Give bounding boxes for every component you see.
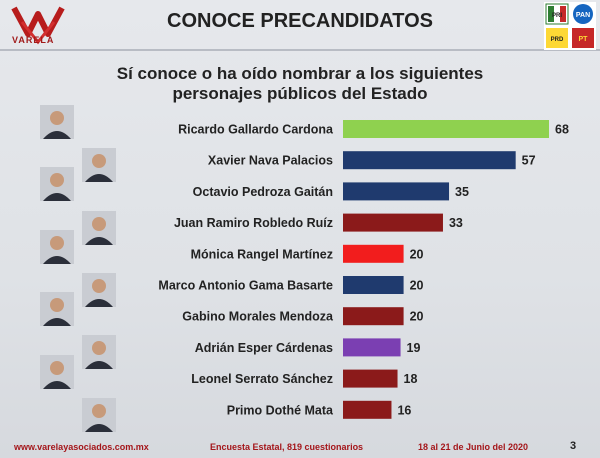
header-divider <box>0 49 600 51</box>
category-label: Mónica Rangel Martínez <box>191 247 333 261</box>
data-label: 57 <box>522 154 536 168</box>
footer-dates: 18 al 21 de Junio del 2020 <box>418 442 529 452</box>
logo-text: VARELA <box>12 35 55 45</box>
bar <box>343 151 516 170</box>
data-label: 20 <box>410 279 424 293</box>
category-label: Gabino Morales Mendoza <box>182 310 334 324</box>
pan-logo-label: PAN <box>576 12 590 19</box>
candidate-photo <box>82 273 116 307</box>
candidate-photo <box>82 335 116 370</box>
category-label: Juan Ramiro Robledo Ruíz <box>174 216 333 230</box>
bar <box>343 213 443 232</box>
varela-logo <box>11 6 65 45</box>
candidate-photo <box>40 354 74 389</box>
chart-title-line-2: personajes públicos del Estado <box>172 84 428 103</box>
candidate-photo <box>82 210 116 245</box>
candidate-photo <box>40 167 74 202</box>
data-label: 35 <box>455 185 469 199</box>
data-label: 20 <box>410 310 424 324</box>
pri-logo-label: PRI <box>552 13 562 19</box>
category-label: Primo Dothé Mata <box>227 403 334 417</box>
candidate-photo <box>40 292 74 327</box>
bar <box>343 400 392 419</box>
page-number: 3 <box>570 440 577 452</box>
bar <box>343 244 404 263</box>
party-logos: PRI PAN PRD PT <box>544 2 596 50</box>
bar <box>343 338 401 357</box>
category-label: Octavio Pedroza Gaitán <box>193 185 333 199</box>
data-label: 16 <box>397 403 411 417</box>
bar <box>343 369 398 388</box>
page-title: CONOCE PRECANDIDATOS <box>167 10 433 32</box>
category-label: Adrián Esper Cárdenas <box>195 341 333 355</box>
bar <box>343 120 549 138</box>
candidate-photo <box>40 105 74 139</box>
category-label: Leonel Serrato Sánchez <box>191 372 333 386</box>
candidate-photo <box>82 397 116 432</box>
bar <box>343 307 404 326</box>
candidate-photo <box>82 148 116 183</box>
chart-title: Sí conoce o ha oído nombrar a los siguie… <box>60 64 540 104</box>
prd-logo-label: PRD <box>551 37 564 43</box>
data-label: 68 <box>555 123 569 137</box>
data-label: 19 <box>407 341 421 355</box>
category-label: Marco Antonio Gama Basarte <box>158 279 333 293</box>
category-label: Ricardo Gallardo Cardona <box>178 123 334 137</box>
chart-title-line-1: Sí conoce o ha oído nombrar a los siguie… <box>116 64 484 83</box>
footer-website: www.varelayasociados.com.mx <box>14 442 149 452</box>
data-label: 20 <box>410 247 424 261</box>
data-label: 33 <box>449 216 463 230</box>
candidate-photo <box>40 229 74 264</box>
pt-logo-label: PT <box>579 36 589 43</box>
bar <box>343 182 450 201</box>
bar <box>343 276 404 294</box>
category-label: Xavier Nava Palacios <box>208 154 333 168</box>
footer-survey: Encuesta Estatal, 819 cuestionarios <box>210 442 364 452</box>
data-label: 18 <box>404 372 418 386</box>
